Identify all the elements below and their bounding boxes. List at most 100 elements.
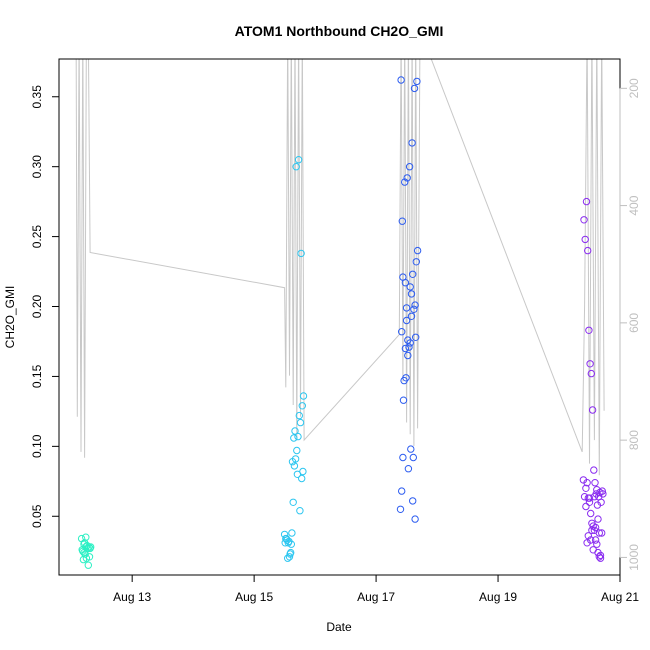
data-point xyxy=(405,343,413,351)
data-point xyxy=(594,515,602,523)
series-1 xyxy=(77,533,95,569)
data-point xyxy=(584,246,592,255)
data-point xyxy=(587,509,595,518)
data-point xyxy=(585,326,593,334)
data-point xyxy=(411,515,419,523)
data-point xyxy=(583,479,591,487)
data-point xyxy=(590,493,599,501)
data-point xyxy=(593,486,601,494)
data-point xyxy=(583,539,591,547)
data-point xyxy=(585,494,594,502)
y2-tick-label: 1000 xyxy=(627,544,641,571)
data-point xyxy=(582,502,590,511)
y-tick-label: 0.05 xyxy=(30,504,44,528)
data-point xyxy=(286,550,294,558)
data-point xyxy=(585,498,594,506)
data-point xyxy=(412,258,420,266)
x-tick-label: Aug 13 xyxy=(113,590,151,604)
data-point xyxy=(598,529,606,537)
data-point xyxy=(294,156,303,164)
data-point xyxy=(589,546,597,554)
pressure-line-layer xyxy=(75,59,605,476)
data-point xyxy=(87,543,95,551)
data-point xyxy=(288,529,296,537)
data-point xyxy=(293,446,301,455)
y-tick-label: 0.25 xyxy=(30,225,44,249)
data-point xyxy=(397,76,405,84)
data-point xyxy=(413,246,422,255)
y2-tick-label: 800 xyxy=(627,430,641,450)
data-point xyxy=(587,369,595,378)
data-point xyxy=(298,402,306,410)
data-point xyxy=(412,333,420,341)
data-point xyxy=(404,351,412,360)
data-point xyxy=(591,536,600,544)
data-point xyxy=(290,462,299,470)
data-point xyxy=(598,487,606,495)
data-point xyxy=(409,270,417,278)
data-point xyxy=(299,392,308,400)
data-point xyxy=(407,290,416,298)
data-point xyxy=(409,453,417,462)
data-point xyxy=(293,470,302,478)
data-point xyxy=(405,163,414,171)
data-point xyxy=(411,301,419,309)
data-point xyxy=(413,77,421,86)
data-point xyxy=(596,551,605,560)
data-point xyxy=(596,554,605,562)
data-point xyxy=(406,283,414,291)
series-3 xyxy=(396,76,422,523)
data-point xyxy=(281,539,289,547)
data-point xyxy=(398,217,406,225)
data-point xyxy=(399,396,408,404)
x-tick-label: Aug 17 xyxy=(357,590,395,604)
data-point xyxy=(292,163,300,171)
data-point xyxy=(584,532,592,540)
data-point xyxy=(396,505,405,513)
data-point xyxy=(597,498,605,506)
data-point xyxy=(294,432,302,441)
data-point xyxy=(284,554,292,562)
data-point xyxy=(85,553,94,561)
y2-tick-label: 200 xyxy=(627,78,641,98)
data-point xyxy=(291,427,299,435)
data-point xyxy=(401,178,409,186)
data-point xyxy=(290,434,298,442)
series-2 xyxy=(280,156,308,562)
data-point xyxy=(410,84,419,93)
data-point xyxy=(593,540,601,548)
data-point xyxy=(595,529,603,537)
data-point xyxy=(399,453,407,462)
pressure-profile-line xyxy=(75,59,605,476)
data-point xyxy=(582,484,590,492)
data-point xyxy=(298,474,306,483)
y-tick-label: 0.15 xyxy=(30,364,44,388)
data-point xyxy=(591,479,599,487)
data-point xyxy=(84,561,93,569)
x-tick-label: Aug 19 xyxy=(479,590,517,604)
data-point xyxy=(295,411,303,420)
data-point xyxy=(590,466,598,474)
y2-tick-label: 600 xyxy=(627,313,641,333)
x-axis-label: Date xyxy=(326,620,352,634)
data-point xyxy=(402,316,411,325)
data-point xyxy=(402,304,411,312)
data-point xyxy=(582,197,591,206)
data-point xyxy=(296,507,304,515)
y-axis: 0.05 0.10 0.15 0.20 0.25 0.30 0.35 xyxy=(30,85,60,528)
data-point xyxy=(581,235,589,244)
data-point xyxy=(410,305,418,313)
x-tick-label: Aug 21 xyxy=(601,590,639,604)
x-axis: Aug 13 Aug 15 Aug 17 Aug 19 Aug 21 xyxy=(113,574,639,604)
data-point xyxy=(398,328,406,336)
data-points-layer xyxy=(77,76,607,569)
data-point xyxy=(588,406,597,414)
data-point xyxy=(401,279,410,287)
data-point xyxy=(403,174,411,182)
data-point xyxy=(407,445,415,453)
data-point xyxy=(595,553,603,561)
x-tick-label: Aug 15 xyxy=(235,590,273,604)
y2-axis: 200 400 600 800 1000 xyxy=(619,78,641,571)
